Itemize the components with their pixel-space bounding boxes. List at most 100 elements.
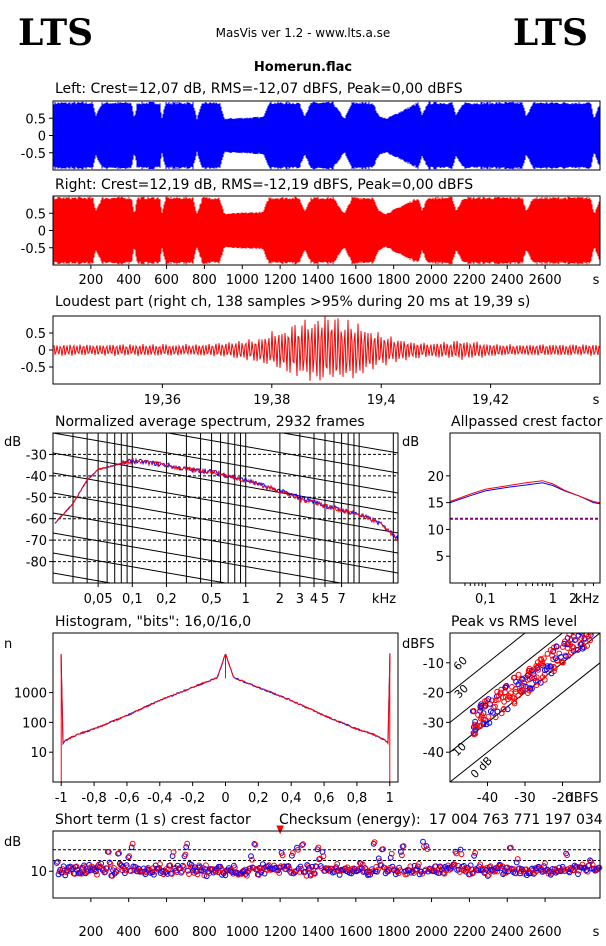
x-tick-label: 400 [116, 273, 141, 288]
peak-rms-point [490, 704, 497, 711]
short-crest-point [116, 850, 122, 857]
short-crest-point [564, 852, 570, 859]
y-tick-label: 10 [30, 746, 47, 761]
x-unit-label: s [593, 393, 600, 408]
short-crest-point [300, 841, 307, 847]
x-tick-label: 2600 [529, 925, 562, 940]
y-tick-label: 5 [436, 550, 444, 565]
short-crest-point [73, 863, 80, 870]
spectrum-slope-line [53, 452, 398, 514]
peak-rms-point [584, 643, 590, 649]
spectrum-line-left [54, 457, 399, 541]
x-tick-label: -0,8 [81, 791, 106, 806]
x-tick-label: 0,2 [156, 592, 177, 607]
x-tick-label: 1400 [301, 273, 334, 288]
short-crest-point [398, 849, 404, 855]
x-unit-label: s [593, 273, 600, 288]
peak-rms-point [565, 639, 572, 646]
peak-rms-point [495, 696, 502, 703]
y-tick-label: -40 [423, 746, 444, 761]
peak-rms-point [531, 675, 538, 681]
peak-rms-point [525, 667, 532, 674]
short-crest-point [456, 869, 463, 875]
peak-rms-point [575, 647, 581, 653]
spectrum-frame [52, 432, 399, 584]
short-crest-point [485, 872, 492, 878]
x-tick-label: 19,36 [144, 393, 181, 408]
crest-diagonal [450, 633, 564, 723]
spectrum-slope-line [53, 433, 398, 494]
peak-rms-point [587, 620, 592, 625]
peak-rms-point [539, 674, 546, 680]
x-tick-label: 2 [569, 592, 577, 607]
checksum-label: Checksum (energy): [279, 812, 421, 828]
peak-rms-point [472, 730, 479, 737]
short-crest-point [184, 840, 191, 847]
short-crest-point [375, 866, 381, 873]
y-tick-label: 1000 [14, 687, 47, 702]
y-tick-label: 10 [30, 865, 47, 880]
y-tick-label: -40 [26, 470, 47, 485]
peak-rms-point [477, 715, 484, 722]
file-name: Homerun.flac [253, 60, 353, 75]
x-tick-label: 0,1 [475, 592, 496, 607]
short-crest-point [122, 870, 128, 877]
short-crest-point [129, 840, 136, 847]
short-crest-point [513, 859, 520, 866]
peak-rms-point [483, 721, 490, 728]
x-tick-label: 2400 [491, 273, 524, 288]
peak-rms-point [550, 663, 557, 670]
short-crest-point [310, 867, 317, 874]
short-crest-point [356, 865, 363, 872]
crest-line-label: 10 [450, 740, 469, 759]
short-crest-overflow-marker [276, 825, 284, 835]
x-tick-label: 19,4 [367, 393, 396, 408]
short-crest-point [180, 864, 187, 870]
spectrum-slope-line [53, 472, 398, 534]
crest-line-label: 0 dB [468, 754, 495, 781]
peak-rms-point [544, 663, 551, 669]
peak-rms-point [518, 689, 525, 695]
peak-rms-point [512, 686, 519, 692]
y-tick-label: -0.5 [21, 361, 46, 376]
peak-rms-point [563, 653, 569, 660]
peak-rms-point [553, 643, 560, 650]
spectrum-title: Normalized average spectrum, 2932 frames [55, 414, 365, 430]
peak-rms-point [565, 653, 572, 659]
y-tick-label: 15 [427, 497, 444, 512]
spectrum-slope-line [53, 552, 229, 583]
short-crest-point [541, 863, 547, 870]
peak-rms-point [550, 648, 557, 654]
x-tick-label: 2600 [529, 273, 562, 288]
short-crest-point [364, 872, 371, 879]
app-title: MasVis ver 1.2 - www.lts.a.se [215, 26, 391, 40]
peak-rms-point [537, 656, 544, 662]
short-crest-point [334, 861, 341, 867]
y-tick-label: -80 [26, 556, 47, 571]
x-tick-label: 0,4 [281, 791, 302, 806]
short-crest-point [169, 871, 175, 877]
histogram-title: Histogram, "bits": 16,0/16,0 [55, 614, 252, 630]
crest-line-label: 60 [451, 654, 470, 673]
short-crest-point [156, 864, 162, 871]
peak-rms-point [577, 627, 582, 632]
short-crest-point [420, 838, 426, 845]
peak-rms-plot-area [450, 620, 600, 782]
peak-rms-point [590, 626, 595, 631]
checksum-value: 17 004 763 771 197 034 [429, 812, 603, 828]
peak-rms-point [569, 633, 576, 635]
x-tick-label: -20 [552, 791, 573, 806]
peak-rms-point [515, 671, 522, 678]
peak-rms-point [470, 708, 477, 714]
peak-rms-point [576, 633, 580, 634]
short-crest-point [78, 870, 85, 877]
short-crest-point [93, 868, 99, 875]
short-crest-frame [52, 830, 601, 899]
short-crest-point [380, 846, 387, 852]
y-tick-label: -20 [423, 687, 444, 702]
peak-rms-point [511, 695, 517, 701]
short-crest-point [251, 841, 258, 847]
short-crest-point [416, 861, 422, 867]
x-tick-label: -0,6 [114, 791, 139, 806]
